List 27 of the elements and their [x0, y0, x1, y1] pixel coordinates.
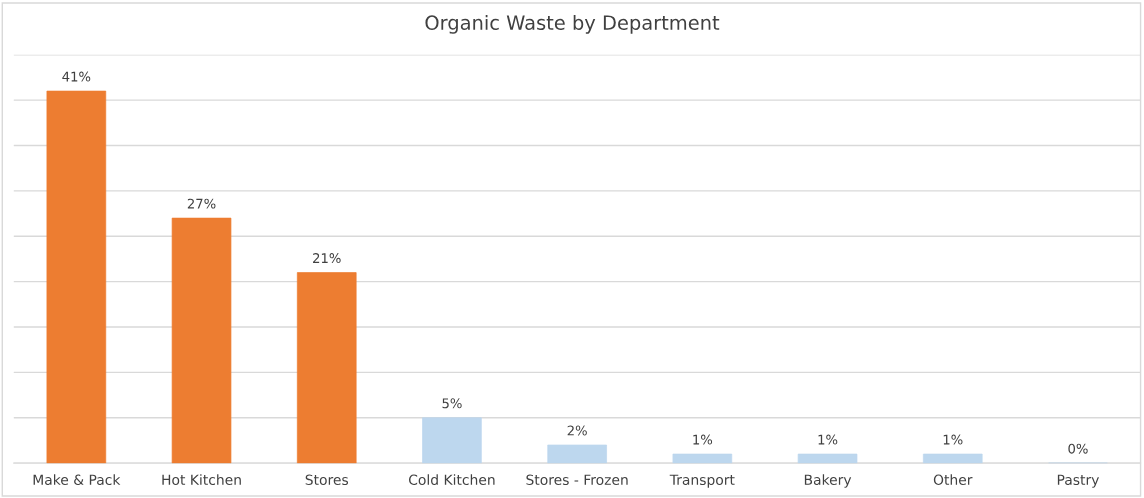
bar	[922, 453, 983, 464]
bar	[171, 217, 232, 464]
x-tick-label: Pastry	[1057, 474, 1099, 488]
data-label: 1%	[943, 434, 963, 445]
x-tick-label: Transport	[669, 474, 735, 488]
bar	[422, 417, 482, 464]
data-label: 5%	[442, 398, 462, 409]
x-tick-label: Stores - Frozen	[526, 474, 628, 485]
bar	[46, 90, 107, 464]
bar	[547, 444, 607, 464]
x-tick-label: Cold Kitchen	[408, 474, 495, 485]
bar	[672, 453, 733, 464]
data-label: 1%	[818, 434, 838, 445]
bar	[797, 453, 858, 464]
data-label: 41%	[62, 71, 91, 82]
x-tick-label: Stores	[305, 474, 349, 485]
data-label: 2%	[567, 425, 587, 436]
data-label: 27%	[187, 198, 216, 209]
data-label: 0%	[1068, 443, 1088, 454]
x-tick-label: Hot Kitchen	[162, 474, 241, 485]
x-tick-label: Bakery	[804, 474, 852, 488]
chart-title: Organic Waste by Department	[425, 14, 720, 34]
bar	[296, 272, 357, 464]
x-tick-label: Make & Pack	[33, 474, 121, 485]
data-label: 1%	[693, 434, 713, 445]
x-tick-label: Other	[933, 474, 973, 485]
data-label: 21%	[313, 253, 341, 264]
